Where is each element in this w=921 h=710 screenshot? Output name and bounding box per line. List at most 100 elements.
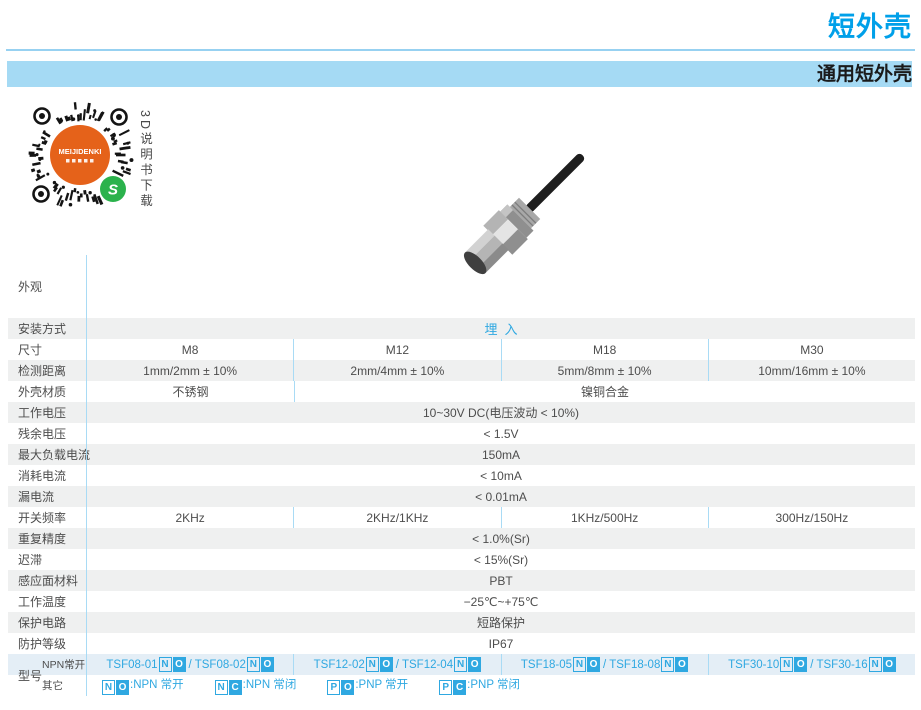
row-leakage-current: 漏电流 < 0.01mA <box>8 486 915 507</box>
legend-item-po: P O:PNP 常开 <box>326 676 408 695</box>
suffix-badge-first: P <box>327 680 341 695</box>
model-number: TSF12-02 <box>313 658 365 671</box>
suffix-badge-first: N <box>573 657 587 672</box>
other-label: 其它 <box>42 680 63 692</box>
row-appearance: 外观 <box>8 255 915 318</box>
row-label: 工作温度 <box>18 595 67 609</box>
distance-m12: 2mm/4mm ± 10% <box>293 360 500 381</box>
legend-item-pc: P C:PNP 常闭 <box>438 676 520 695</box>
qr-brand-text: MEIJIDENKI <box>59 147 102 156</box>
row-switching-frequency: 开关频率 2KHz 2KHz/1KHz 1KHz/500Hz 300Hz/150… <box>8 507 915 528</box>
distance-m8: 1mm/2mm ± 10% <box>143 363 238 378</box>
wechat-icon <box>100 176 126 202</box>
legend-desc: :NPN 常开 <box>130 679 184 691</box>
row-label: 迟滞 <box>18 553 43 567</box>
frequency-m18: 1KHz/500Hz <box>500 507 708 528</box>
model-number: TSF30-10 <box>728 658 780 671</box>
separator: / <box>603 658 607 671</box>
row-label: 重复精度 <box>18 532 67 546</box>
models-group-label: 型号 <box>18 668 43 683</box>
suffix-badge-second: O <box>675 657 689 672</box>
row-hysteresis: 迟滞 < 15%(Sr) <box>8 549 915 570</box>
model-number: TSF18-08 <box>609 658 661 671</box>
suffix-badge-first: N <box>780 657 794 672</box>
separator: / <box>810 658 814 671</box>
suffix-badge-first: N <box>102 680 115 695</box>
legend-item-nc: N C:NPN 常闭 <box>214 676 297 695</box>
suffix-badge-first: N <box>661 657 675 672</box>
row-label: 外壳材质 <box>18 385 67 399</box>
suffix-badge-first: N <box>158 657 172 672</box>
sensor-cable <box>525 153 585 213</box>
row-protection-circuit: 保护电路 短路保护 <box>8 612 915 633</box>
row-ip-rating: 防护等级 IP67 <box>8 633 915 654</box>
legend-desc: :NPN 常闭 <box>242 679 297 691</box>
frequency-m30: 300Hz/150Hz <box>707 507 915 528</box>
appearance-cell <box>87 255 915 318</box>
frequency-m8: 2KHz <box>175 510 205 525</box>
model-cell-m18: TSF18-05 N O / TSF18-08 N O <box>500 654 708 675</box>
product-photo <box>463 153 585 275</box>
model-number: TSF12-04 <box>401 658 454 671</box>
row-operating-temperature: 工作温度 −25℃~+75℃ <box>8 591 915 612</box>
spec-table: 外观 安装方式 埋入 尺寸 M8 M12 M18 M30 检测距离 1mm/2m… <box>8 255 915 696</box>
row-distance: 检测距离 1mm/2mm ± 10% 2mm/4mm ± 10% 5mm/8mm… <box>8 360 915 381</box>
separator: / <box>395 658 399 671</box>
section-banner: 通用短外壳 <box>7 61 912 87</box>
suffix-badge-second: O <box>468 657 482 672</box>
suffix-badge-second: O <box>882 657 896 672</box>
row-residual-voltage: 残余电压 < 1.5V <box>8 423 915 444</box>
suffix-badge-first: N <box>868 657 882 672</box>
operating-temperature-value: −25℃~+75℃ <box>463 594 539 609</box>
qr-brand-dots <box>66 159 94 163</box>
suffix-badge-second: O <box>794 657 808 672</box>
legend-item-no: N O:NPN 常开 <box>101 676 184 695</box>
distance-m30: 10mm/16mm ± 10% <box>707 360 915 381</box>
row-voltage: 工作电压 10~30V DC(电压波动 < 10%) <box>8 402 915 423</box>
row-label: 外观 <box>18 280 43 294</box>
ip-rating-value: IP67 <box>488 636 514 651</box>
size-m8: M8 <box>181 342 199 357</box>
qr-code: MEIJIDENKI S <box>20 96 140 216</box>
leakage-current-value: < 0.01mA <box>475 489 527 504</box>
model-number: TSF18-05 <box>520 658 573 671</box>
row-group-models: 型号 NPN常开 TSF08-01 N O / TSF08-02 N O TSF12-02 N… <box>8 654 915 696</box>
model-cell-m12: TSF12-02 N O / TSF12-04 N O <box>293 654 500 675</box>
row-label: 残余电压 <box>18 427 67 441</box>
row-label: 安装方式 <box>18 322 67 336</box>
row-max-load-current: 最大负载电流 150mA <box>8 444 915 465</box>
page-title: 短外壳 <box>828 12 912 42</box>
material-others: 镍铜合金 <box>294 381 915 402</box>
suffix-badge-first: N <box>365 657 379 672</box>
suffix-badge-first: N <box>214 680 228 695</box>
row-label: 检测距离 <box>18 364 67 378</box>
row-label: 感应面材料 <box>18 574 79 588</box>
model-cell-m8: TSF08-01 N O / TSF08-02 N O <box>87 654 293 675</box>
voltage-value: 10~30V DC(电压波动 < 10%) <box>422 406 580 420</box>
row-consumption-current: 消耗电流 < 10mA <box>8 465 915 486</box>
legend-desc: :PNP 常开 <box>355 679 409 691</box>
frequency-m12: 2KHz/1KHz <box>293 507 500 528</box>
residual-voltage-value: < 1.5V <box>483 426 519 441</box>
row-label: 尺寸 <box>18 343 43 357</box>
suffix-badge-second: O <box>116 680 129 695</box>
material-m8: 不锈钢 <box>172 385 209 399</box>
distance-m18: 5mm/8mm ± 10% <box>500 360 708 381</box>
size-m12: M12 <box>293 339 500 360</box>
row-models-other: 其它 N O:NPN 常开 N C:NPN 常闭 P O:PNP 常开 P C:PNP … <box>42 675 915 696</box>
row-size: 尺寸 M8 M12 M18 M30 <box>8 339 915 360</box>
repeat-accuracy-value: < 1.0%(Sr) <box>472 531 530 546</box>
mounting-value: 埋入 <box>484 322 525 337</box>
row-label: 工作电压 <box>18 406 67 420</box>
suffix-badge-first: N <box>454 657 468 672</box>
suffix-legend: N O:NPN 常开 N C:NPN 常闭 P O:PNP 常开 P C:PNP 常闭 <box>86 675 915 696</box>
section-title: 通用短外壳 <box>816 64 912 85</box>
legend-desc: :PNP 常闭 <box>467 679 520 691</box>
suffix-badge-second: O <box>172 657 186 672</box>
qr-finder-patterns <box>32 107 128 203</box>
model-number: TSF08-02 <box>194 658 246 671</box>
size-m18: M18 <box>500 339 708 360</box>
suffix-badge-second: O <box>341 680 355 695</box>
row-mounting: 安装方式 埋入 <box>8 318 915 339</box>
